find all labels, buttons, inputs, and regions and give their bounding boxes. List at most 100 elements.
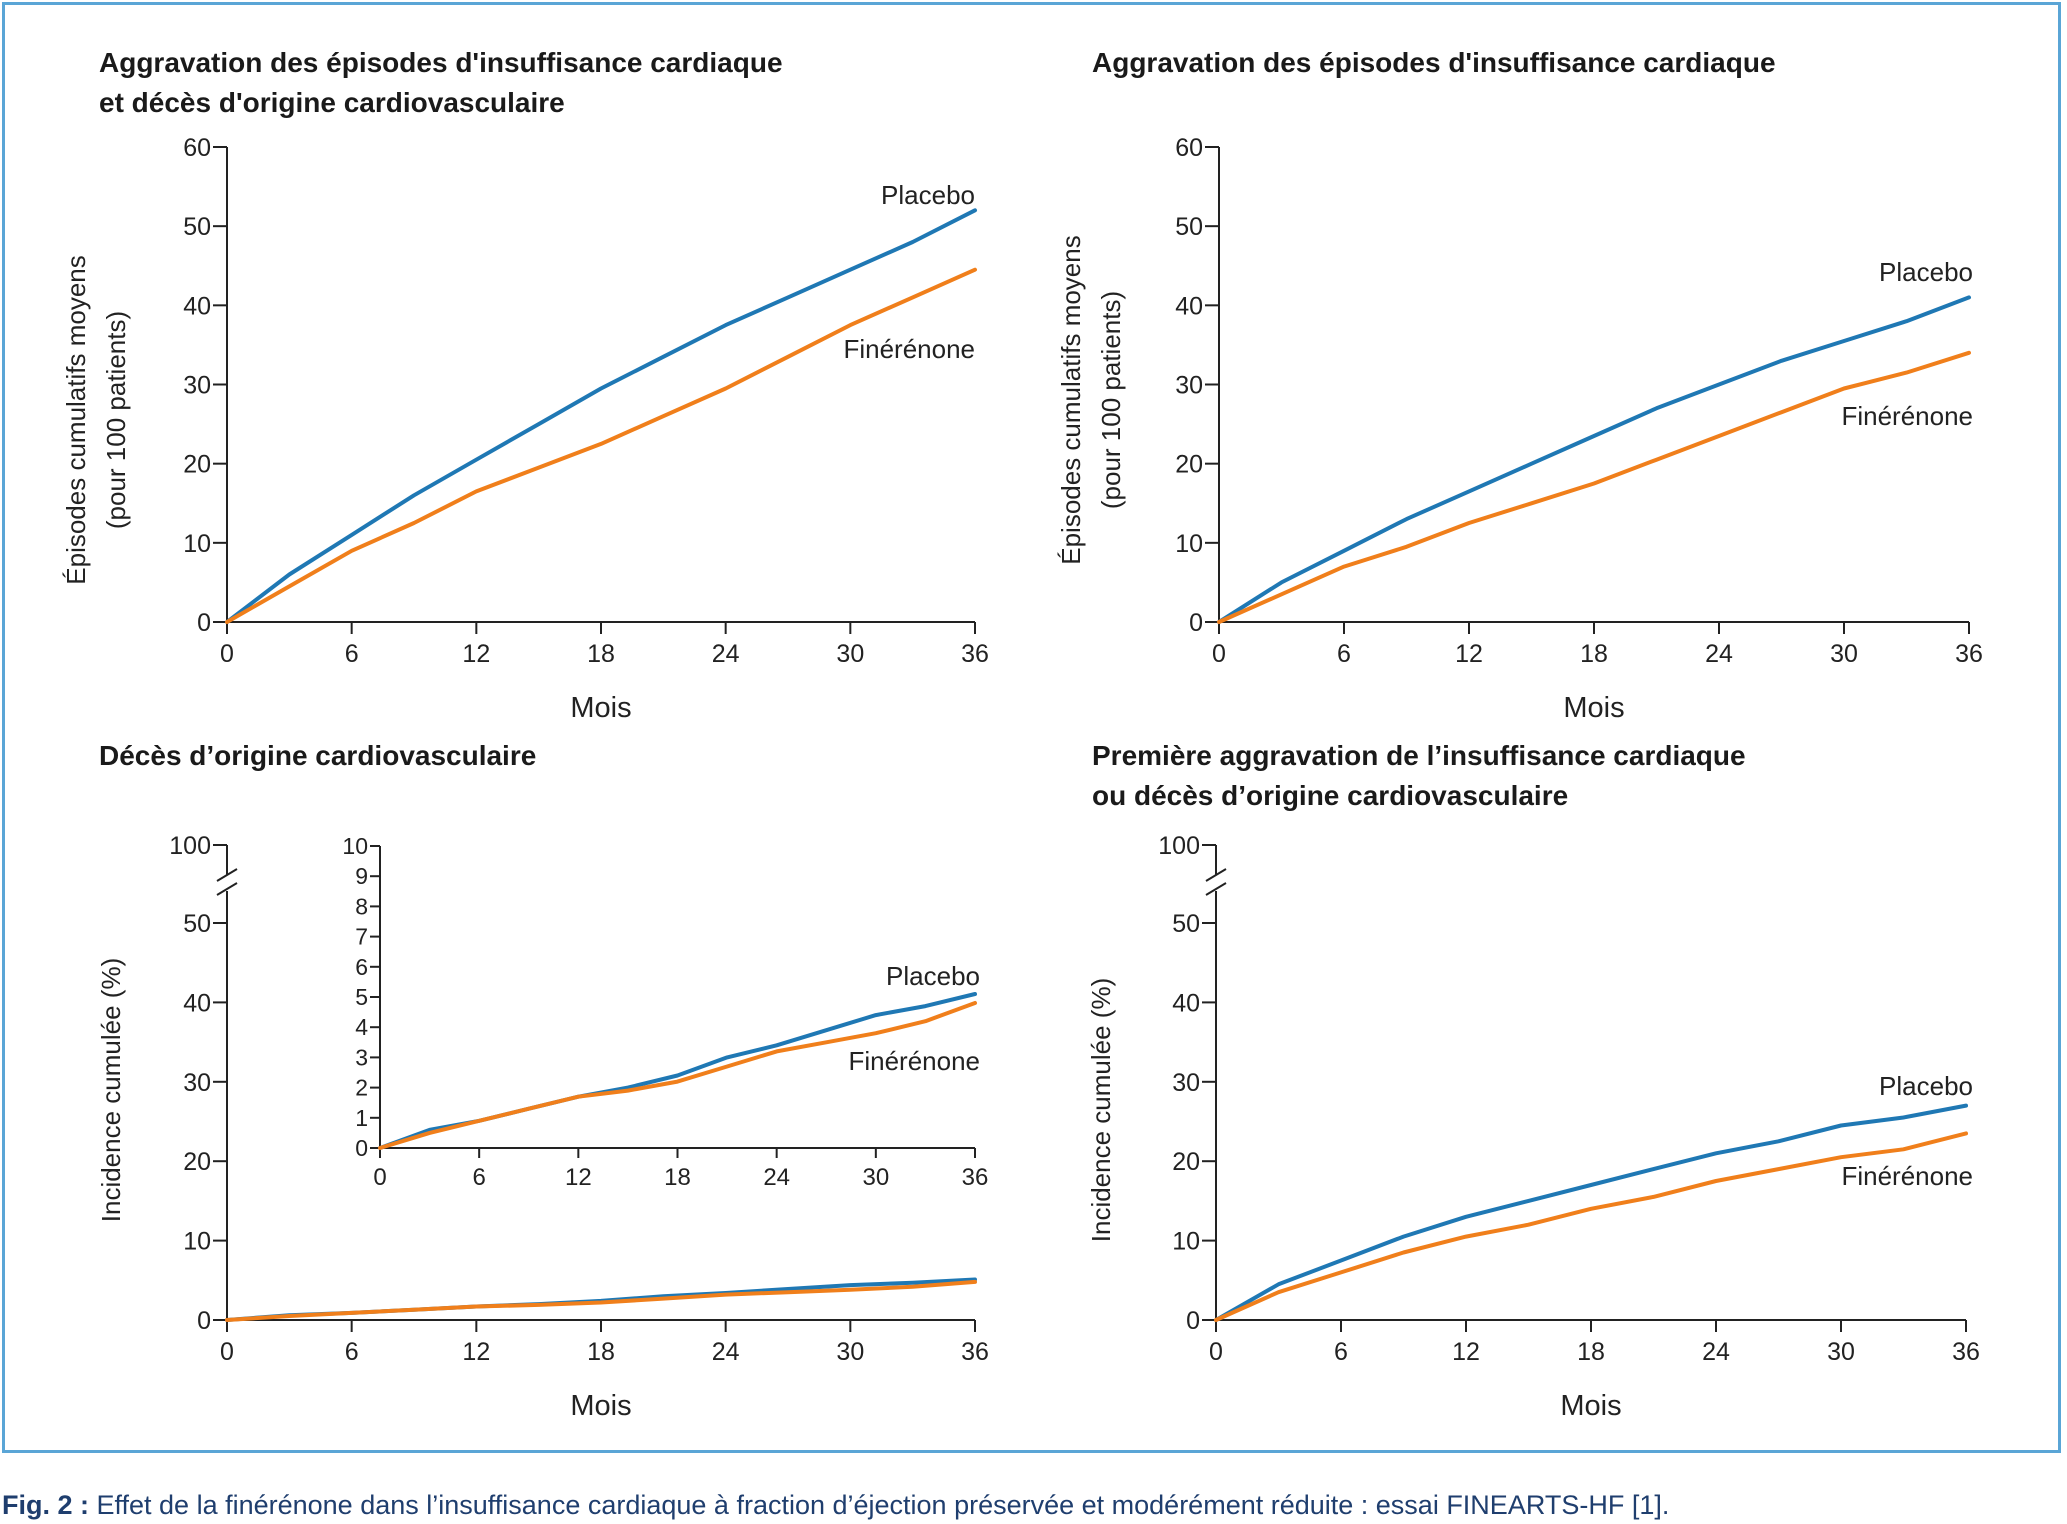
x-tick-label: 12 xyxy=(1452,1338,1480,1366)
x-tick-label: 36 xyxy=(1952,1338,1980,1366)
y-tick-label: 40 xyxy=(1175,292,1203,320)
x-tick-label: 36 xyxy=(961,640,989,668)
y-tick-label: 20 xyxy=(183,451,211,479)
inset-y-tick-label: 9 xyxy=(355,863,368,889)
x-axis-label: Mois xyxy=(1563,692,1624,724)
series-line-placebo xyxy=(1217,295,1971,624)
inset-x-tick-label: 24 xyxy=(763,1164,790,1191)
x-axis-label: Mois xyxy=(570,1390,631,1422)
inset-x-tick-label: 12 xyxy=(565,1164,592,1191)
x-tick-label: 12 xyxy=(462,640,490,668)
x-axis-label: Mois xyxy=(570,692,631,724)
series-label-finerenone: Finérénone xyxy=(848,1046,980,1076)
x-tick-label: 6 xyxy=(1337,640,1351,668)
x-tick-label: 0 xyxy=(1212,640,1226,668)
chart-title-line: et décès d'origine cardiovasculaire xyxy=(99,87,565,118)
axis-break-mark xyxy=(216,882,238,896)
y-tick-label: 10 xyxy=(1175,530,1203,558)
y-tick-label: 40 xyxy=(183,292,211,320)
x-tick-label: 18 xyxy=(587,1338,615,1366)
figure-caption: Fig. 2 : Effet de la finérénone dans l’i… xyxy=(2,1490,1669,1521)
x-tick-label: 0 xyxy=(220,1338,234,1366)
y-axis-label: (pour 100 patients) xyxy=(1096,291,1126,509)
y-tick-label: 20 xyxy=(1175,451,1203,479)
y-tick-label: 50 xyxy=(1172,910,1200,938)
y-tick-label: 50 xyxy=(1175,213,1203,241)
y-tick-label: 30 xyxy=(1175,372,1203,400)
chart-panel-4: Première aggravation de l’insuffisance c… xyxy=(1086,740,1980,1422)
y-tick-label: 0 xyxy=(1189,609,1203,637)
y-tick-label: 20 xyxy=(1172,1148,1200,1176)
inset-y-tick-label: 8 xyxy=(355,893,368,919)
axis-break-mark xyxy=(216,868,238,882)
series-line-finerenone xyxy=(1214,1131,1968,1322)
x-tick-label: 18 xyxy=(587,640,615,668)
y-axis-label: Incidence cumulée (%) xyxy=(1086,978,1116,1242)
y-tick-label: 0 xyxy=(197,609,211,637)
inset-y-tick-label: 6 xyxy=(355,954,368,980)
axis-break-mark xyxy=(1205,868,1227,882)
y-tick-label: 10 xyxy=(183,530,211,558)
y-tick-label: 10 xyxy=(1172,1228,1200,1256)
inset-y-tick-label: 4 xyxy=(355,1014,368,1040)
x-tick-label: 6 xyxy=(345,1338,359,1366)
y-tick-label: 30 xyxy=(183,1069,211,1097)
chart-panel-3: Décès d’origine cardiovasculaire10001020… xyxy=(96,740,989,1422)
axis-break-mark xyxy=(1205,882,1227,896)
x-tick-label: 18 xyxy=(1577,1338,1605,1366)
series-line-finerenone xyxy=(378,1001,977,1150)
y-tick-label: 50 xyxy=(183,213,211,241)
series-label-placebo: Placebo xyxy=(1879,257,1973,287)
chart-title-line: Première aggravation de l’insuffisance c… xyxy=(1092,740,1746,771)
figure-frame xyxy=(2,2,2061,1453)
x-tick-label: 12 xyxy=(1455,640,1483,668)
series-label-placebo: Placebo xyxy=(881,180,975,210)
y-tick-label: 100 xyxy=(169,832,211,860)
chart-title-line: Aggravation des épisodes d'insuffisance … xyxy=(99,47,783,78)
series-line-placebo xyxy=(225,208,977,624)
caption-text: Effet de la finérénone dans l’insuffisan… xyxy=(89,1490,1670,1520)
y-axis-label: Épisodes cumulatifs moyens xyxy=(61,255,91,584)
y-tick-label: 0 xyxy=(197,1307,211,1335)
inset-x-tick-label: 0 xyxy=(373,1164,386,1191)
series-label-finerenone: Finérénone xyxy=(1841,1161,1973,1191)
series-line-finerenone xyxy=(1217,350,1971,624)
y-axis-label: Incidence cumulée (%) xyxy=(96,958,126,1222)
y-tick-label: 20 xyxy=(183,1148,211,1176)
series-label-finerenone: Finérénone xyxy=(843,334,975,364)
series-line-finerenone xyxy=(225,1279,977,1322)
inset-x-tick-label: 18 xyxy=(664,1164,691,1191)
y-tick-label: 100 xyxy=(1158,832,1200,860)
inset-y-tick-label: 10 xyxy=(342,833,368,859)
chart-figure: Aggravation des épisodes d'insuffisance … xyxy=(61,47,1983,1422)
x-tick-label: 6 xyxy=(1334,1338,1348,1366)
y-tick-label: 40 xyxy=(1172,989,1200,1017)
x-tick-label: 30 xyxy=(1827,1338,1855,1366)
inset-y-tick-label: 0 xyxy=(355,1135,368,1161)
y-tick-label: 60 xyxy=(1175,134,1203,162)
inset-x-tick-label: 30 xyxy=(862,1164,889,1191)
x-tick-label: 24 xyxy=(712,640,740,668)
series-label-placebo: Placebo xyxy=(886,961,980,991)
x-tick-label: 12 xyxy=(462,1338,490,1366)
inset-y-tick-label: 5 xyxy=(355,984,368,1010)
x-tick-label: 36 xyxy=(961,1338,989,1366)
y-tick-label: 10 xyxy=(183,1228,211,1256)
x-tick-label: 0 xyxy=(1209,1338,1223,1366)
series-label-finerenone: Finérénone xyxy=(1841,401,1973,431)
chart-panel-1: Aggravation des épisodes d'insuffisance … xyxy=(61,47,989,724)
caption-label: Fig. 2 : xyxy=(2,1490,89,1520)
chart-title-line: Aggravation des épisodes d'insuffisance … xyxy=(1092,47,1776,78)
series-label-placebo: Placebo xyxy=(1879,1071,1973,1101)
inset-x-tick-label: 6 xyxy=(472,1164,485,1191)
inset-y-tick-label: 1 xyxy=(355,1105,368,1131)
y-tick-label: 60 xyxy=(183,134,211,162)
x-tick-label: 24 xyxy=(1702,1338,1730,1366)
inset-y-tick-label: 2 xyxy=(355,1075,368,1101)
inset-x-tick-label: 36 xyxy=(962,1164,989,1191)
x-tick-label: 30 xyxy=(836,640,864,668)
x-tick-label: 0 xyxy=(220,640,234,668)
inset-y-tick-label: 3 xyxy=(355,1044,368,1070)
x-tick-label: 18 xyxy=(1580,640,1608,668)
